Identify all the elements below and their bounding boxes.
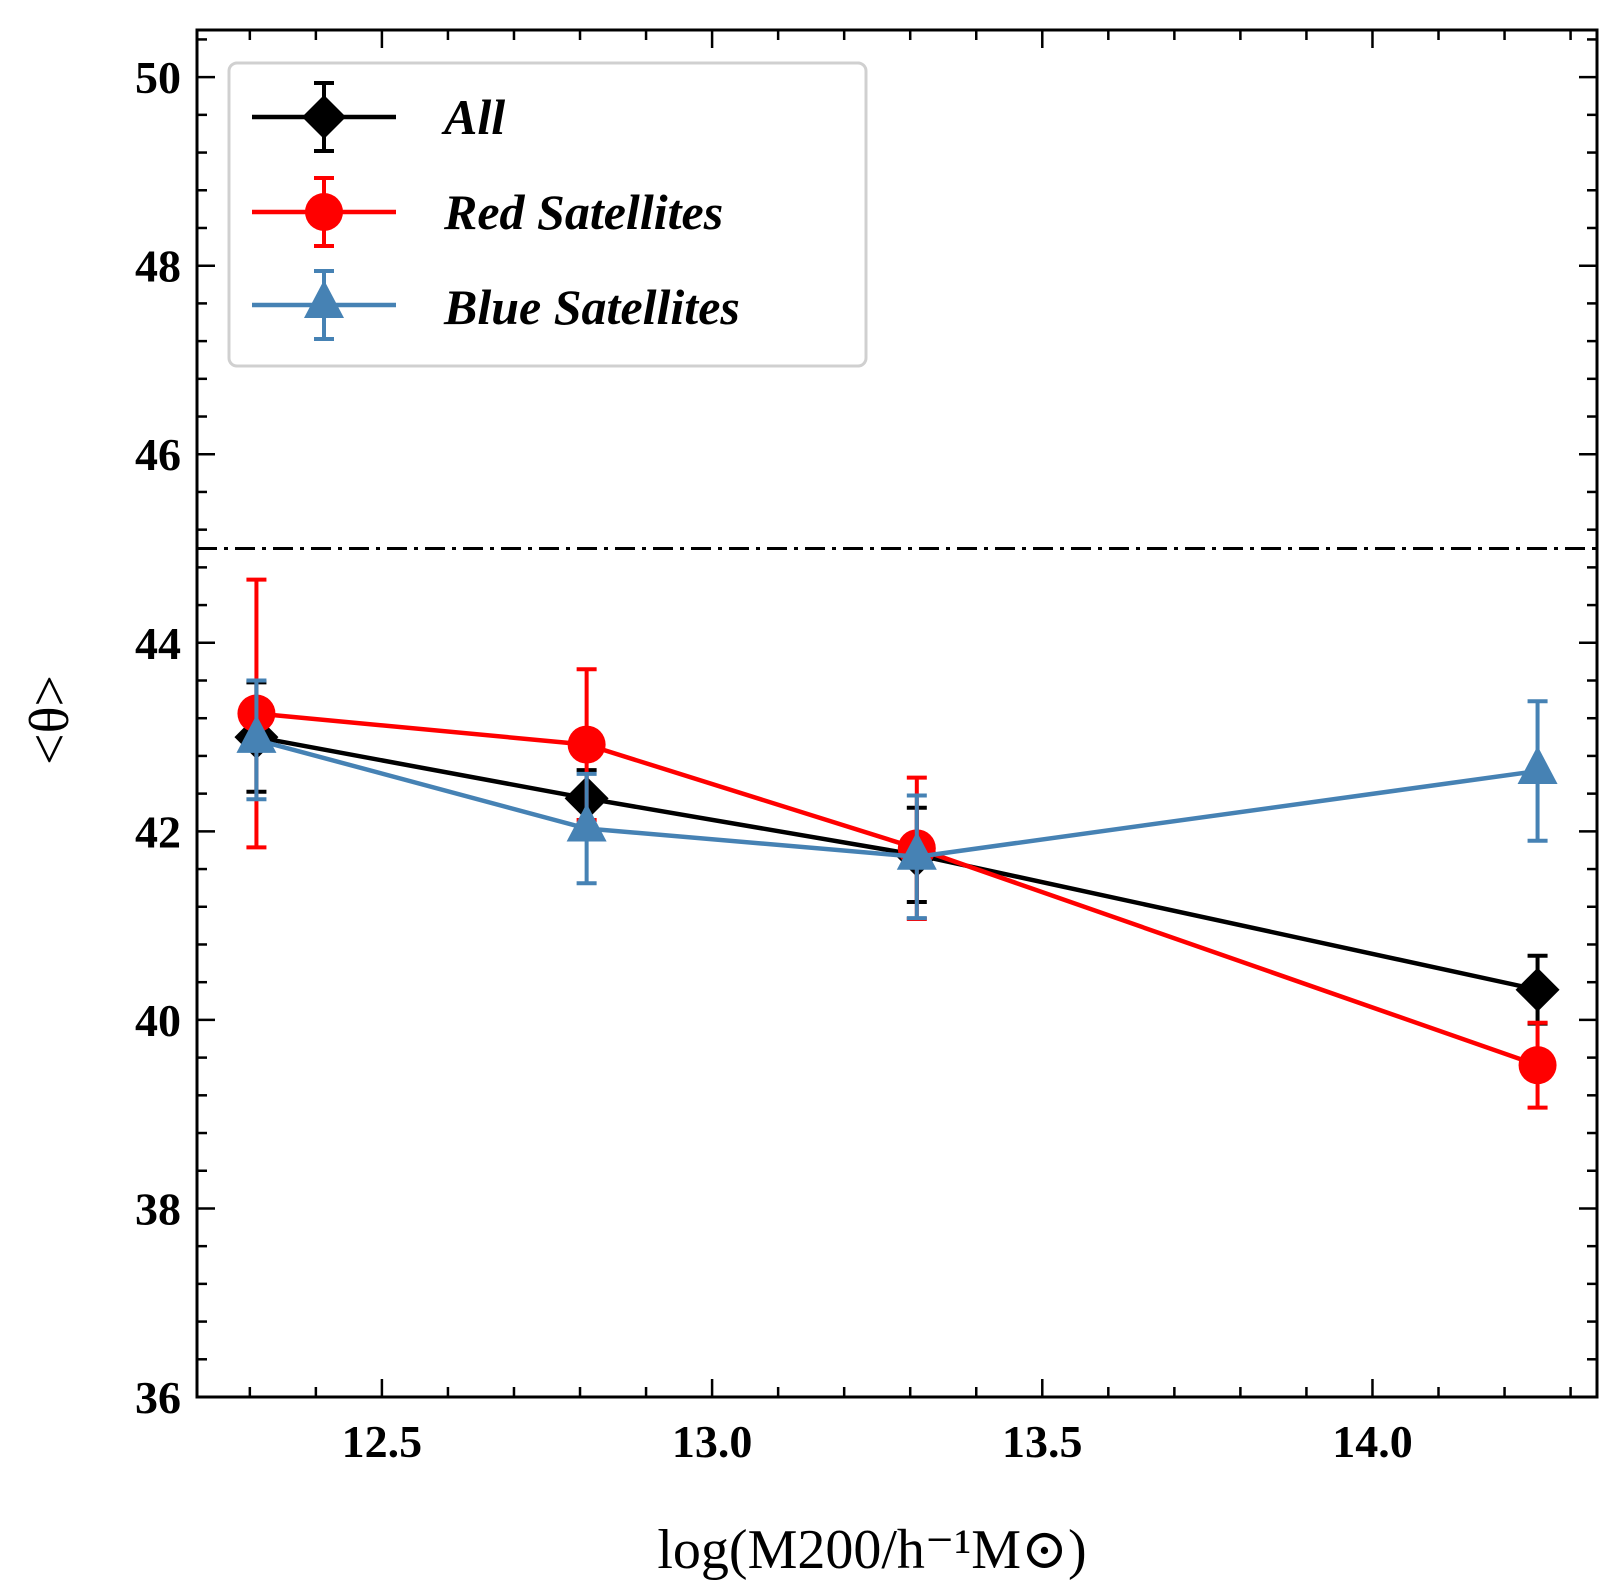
minor-ticks: [197, 30, 1597, 1397]
legend-marker: [305, 193, 343, 231]
x-tick-label: 13.5: [1002, 1416, 1083, 1467]
y-tick-label: 36: [135, 1372, 181, 1423]
x-tick-labels: 12.5 13.0 13.5 14.0: [342, 1416, 1413, 1467]
series-line-blue-satellites: [255, 737, 1538, 860]
legend-handle-all: [252, 81, 396, 153]
series-blue-satellites: [236, 678, 1558, 921]
x-tick-label: 13.0: [672, 1416, 753, 1467]
data-point-all: [1515, 967, 1560, 1012]
data-point-red-satellites: [567, 725, 606, 764]
legend-label-red-satellites: Red Satellites: [443, 184, 723, 240]
y-tick-labels: 36 38 40 42 44 46 48 50: [135, 52, 181, 1423]
y-tick-label: 42: [135, 806, 181, 857]
legend-entries: [252, 81, 396, 341]
y-tick-label: 40: [135, 995, 181, 1046]
y-tick-label: 46: [135, 429, 181, 480]
y-tick-label: 48: [135, 241, 181, 292]
legend-label-blue-satellites: Blue Satellites: [443, 279, 740, 335]
y-tick-label: 44: [135, 618, 181, 669]
legend-handle-blue-satellites: [252, 269, 396, 341]
series-line-red-satellites: [256, 711, 1539, 1068]
series-layer: [234, 577, 1560, 1110]
y-tick-label: 38: [135, 1183, 181, 1234]
x-tick-label: 14.0: [1332, 1416, 1413, 1467]
legend-handle-red-satellites: [252, 176, 396, 248]
data-point-red-satellites: [1518, 1046, 1557, 1085]
y-axis-label: <θ>: [19, 675, 81, 765]
legend: All Red Satellites Blue Satellites: [227, 61, 868, 368]
y-tick-label: 50: [135, 52, 181, 103]
legend-marker: [304, 280, 344, 318]
series-line-all: [256, 734, 1539, 992]
legend-box: [227, 61, 868, 368]
legend-label-all: All: [441, 89, 505, 145]
x-tick-label: 12.5: [342, 1416, 423, 1467]
x-axis-label: log(M200/h⁻¹M⊙): [657, 1519, 1086, 1581]
data-point-blue-satellites: [566, 803, 607, 842]
plot-frame: [195, 28, 1599, 1399]
data-point-blue-satellites: [1517, 746, 1558, 785]
data-point-blue-satellites: [896, 831, 937, 870]
legend-marker: [302, 95, 346, 139]
series-red-satellites: [237, 577, 1557, 1110]
data-point-blue-satellites: [236, 714, 277, 753]
